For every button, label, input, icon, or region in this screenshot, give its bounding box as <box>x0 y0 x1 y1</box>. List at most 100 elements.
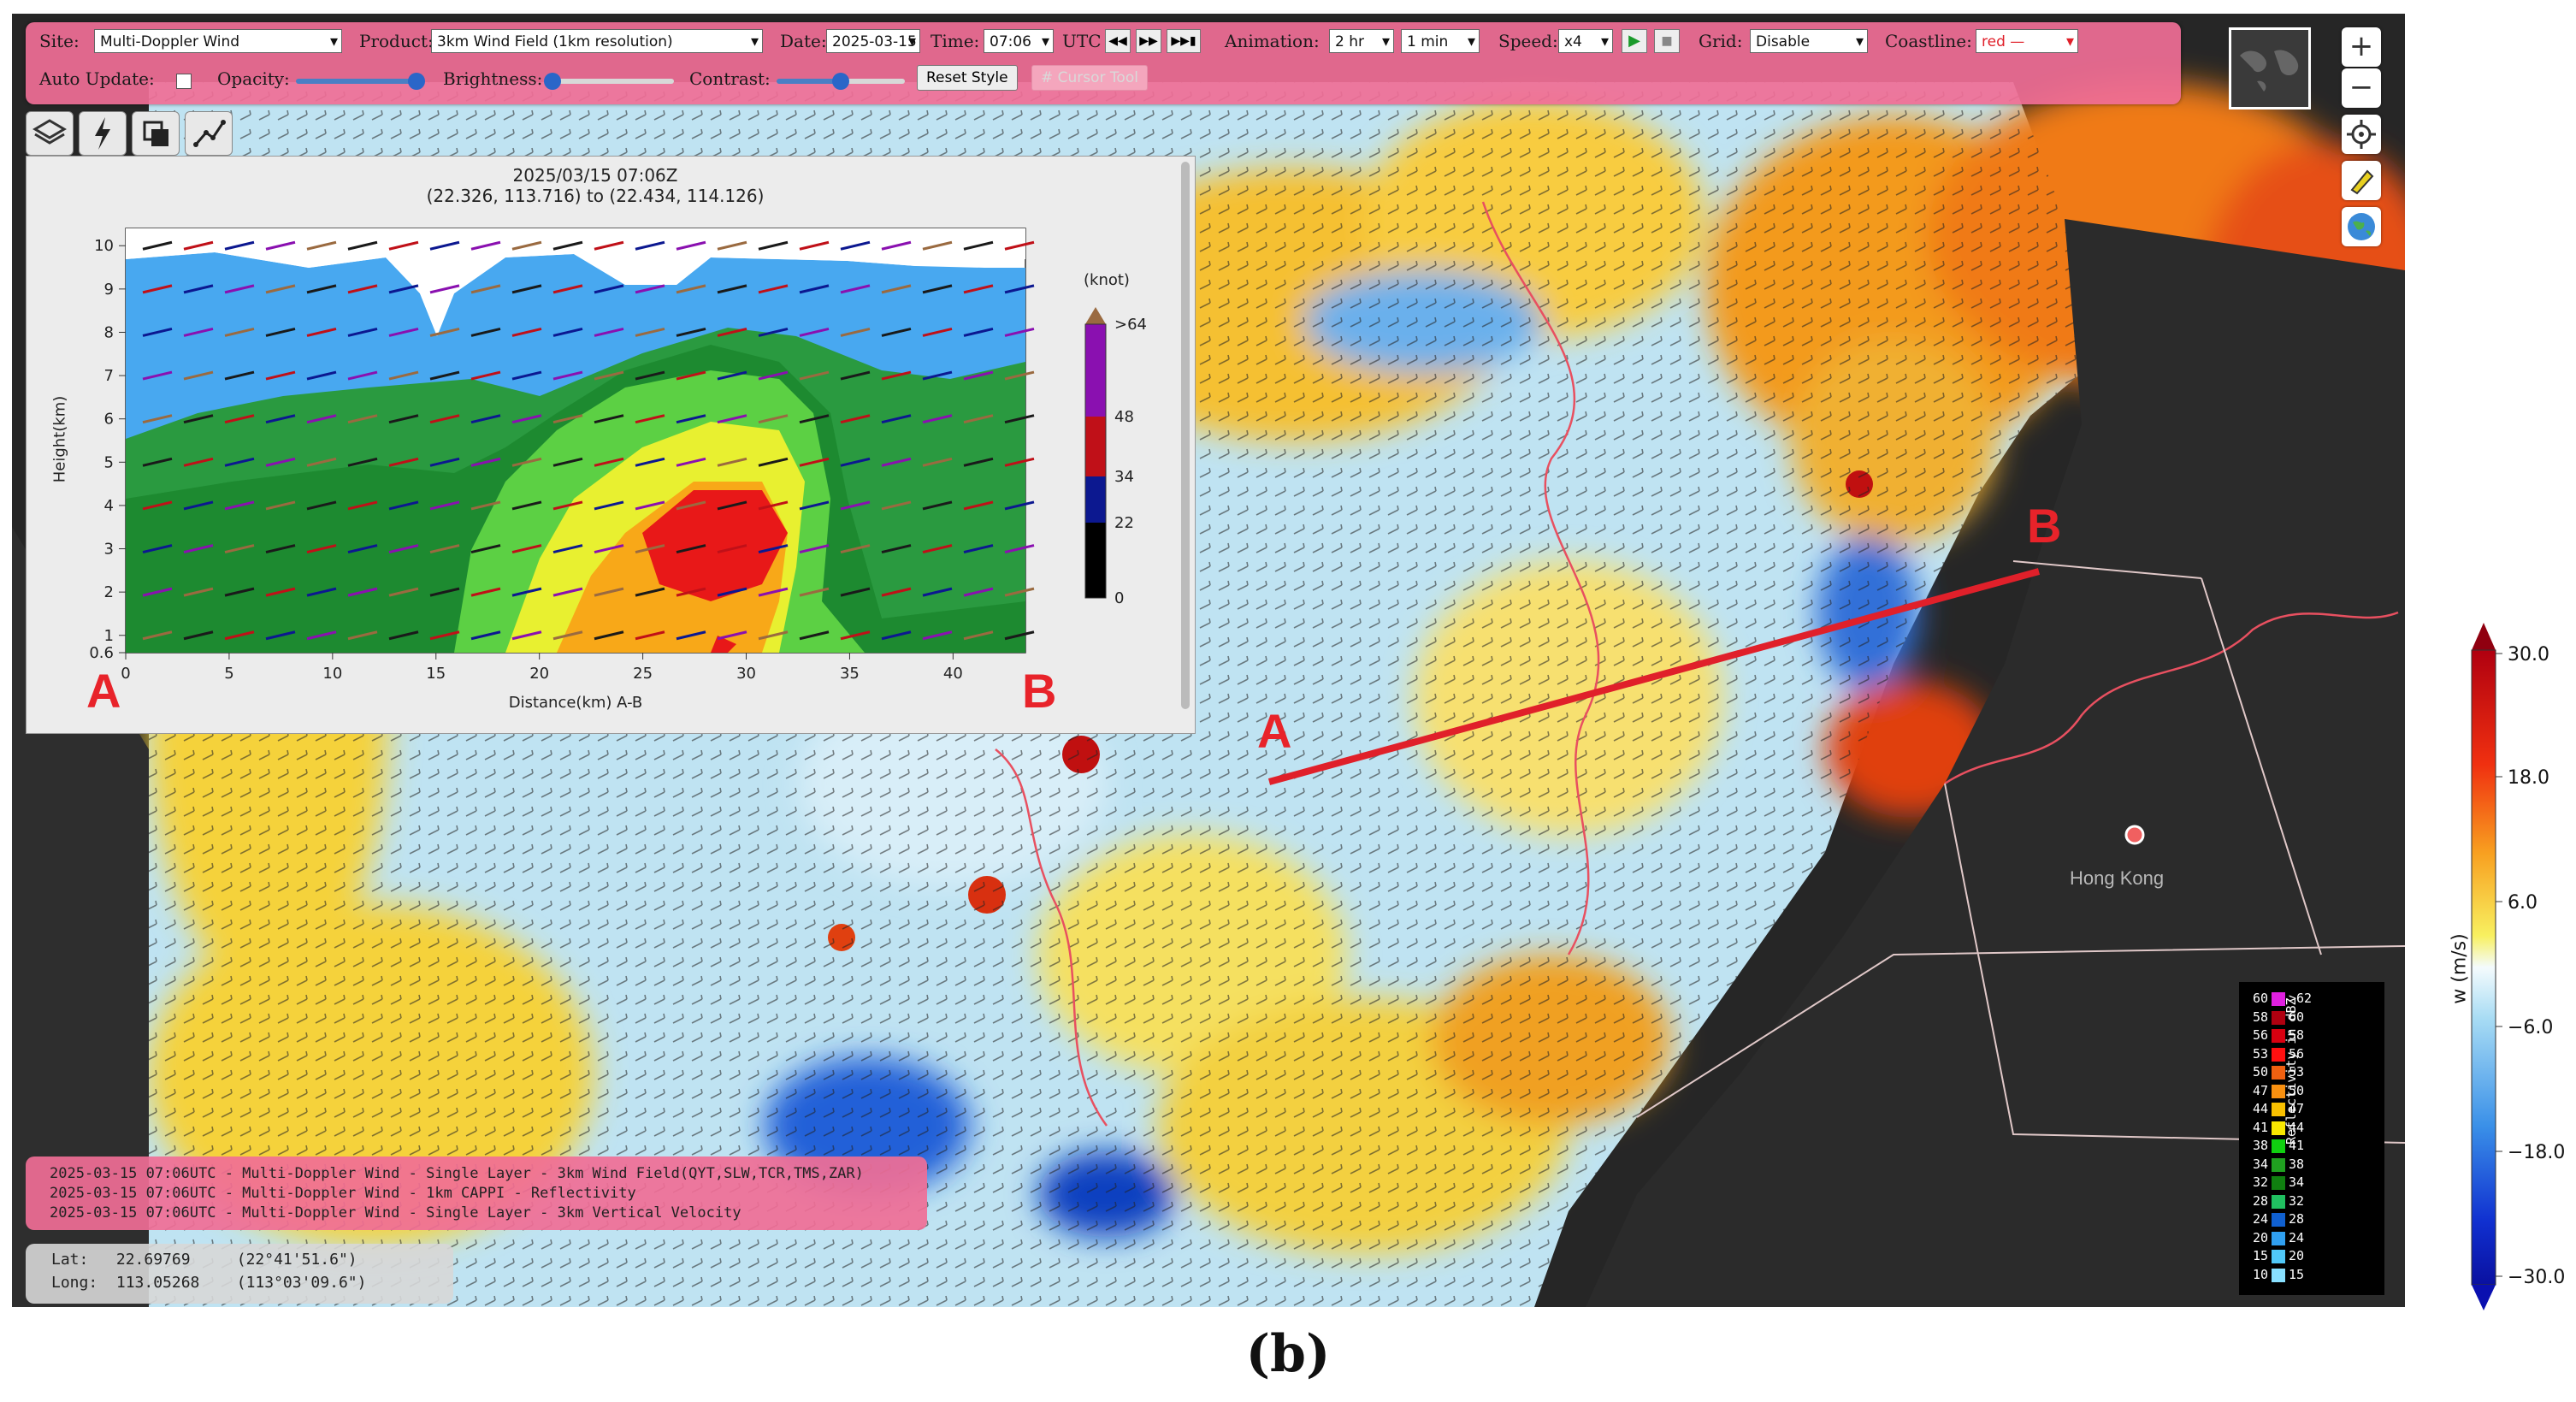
wind-arrow <box>511 457 542 467</box>
wind-arrow <box>594 284 624 294</box>
wind-arrow <box>347 630 378 641</box>
colorbar-tick-label: 34 <box>1114 468 1134 486</box>
x-tick-label: 20 <box>529 665 549 683</box>
animation-span-select[interactable]: 2 hr <box>1329 29 1394 53</box>
globe-icon <box>2348 213 2375 240</box>
polyline-icon <box>193 120 226 147</box>
stop-button[interactable]: ■ <box>1654 29 1680 53</box>
wind-arrow <box>265 240 296 251</box>
step-forward-button[interactable]: ▶▶ <box>1136 29 1161 53</box>
locate-button[interactable] <box>2342 115 2381 154</box>
wind-arrow <box>635 284 665 294</box>
wind-arrow <box>511 240 542 251</box>
legend-color-swatch <box>2272 1176 2285 1190</box>
wind-arrow <box>142 500 173 511</box>
globe-button[interactable] <box>2342 207 2381 246</box>
wind-arrow <box>142 457 173 467</box>
grid-select[interactable]: Disable <box>1750 29 1868 53</box>
cursor-tool-button[interactable]: # Cursor Tool <box>1031 65 1148 91</box>
wind-arrow <box>594 328 624 337</box>
wind-arrow <box>552 457 583 467</box>
wind-arrow <box>922 370 953 381</box>
wind-arrow <box>758 544 789 553</box>
wind-arrow <box>224 544 255 553</box>
wind-arrow <box>963 500 994 511</box>
draw-tool-button[interactable] <box>2342 161 2381 200</box>
wind-arrow <box>676 630 706 641</box>
coastline-select[interactable]: red — <box>1976 29 2078 53</box>
polyline-button[interactable] <box>185 111 233 156</box>
site-select[interactable]: Multi-Doppler Wind <box>94 29 342 53</box>
contrast-slider-knob[interactable] <box>832 73 849 90</box>
legend-low-value: 32 <box>2252 1174 2268 1190</box>
legend-color-swatch <box>2272 1047 2285 1062</box>
wind-arrow <box>429 630 460 641</box>
reset-style-button[interactable]: Reset Style <box>917 65 1018 91</box>
toolbar-panel: Site: Multi-Doppler Wind Product: 3km Wi… <box>26 22 2181 104</box>
zoom-in-button[interactable]: + <box>2342 27 2381 67</box>
colorbar-tick-label: >64 <box>1114 316 1147 334</box>
animation-step-select[interactable]: 1 min <box>1401 29 1480 53</box>
wind-arrow <box>676 544 706 553</box>
popup-scrollbar[interactable] <box>1181 162 1190 709</box>
wind-arrow <box>881 370 912 381</box>
wind-arrow <box>306 328 337 337</box>
copy-layers-button[interactable] <box>132 111 180 156</box>
wind-arrow <box>183 630 214 641</box>
brightness-slider-knob[interactable] <box>543 73 561 90</box>
cross-section-popup[interactable]: 2025/03/15 07:06Z (22.326, 113.716) to (… <box>26 156 1196 734</box>
wind-arrow <box>470 457 501 467</box>
wind-arrow <box>347 544 378 553</box>
opacity-label: Opacity: <box>217 68 290 89</box>
brightness-slider[interactable] <box>543 73 674 90</box>
wind-arrow <box>922 240 953 251</box>
lightning-button[interactable] <box>79 111 127 156</box>
w-tick-label: −18.0 <box>2508 1142 2565 1163</box>
step-back-button[interactable]: ◀◀ <box>1105 29 1131 53</box>
mini-map-thumbnail[interactable] <box>2229 27 2311 109</box>
time-select[interactable]: 07:06 <box>984 29 1054 53</box>
wind-arrow <box>511 500 542 511</box>
cross-section-subtitle: (22.326, 113.716) to (22.434, 114.126) <box>426 186 765 206</box>
auto-update-checkbox[interactable] <box>176 74 192 89</box>
legend-low-value: 58 <box>2252 1009 2268 1025</box>
wind-arrow <box>183 457 214 467</box>
wind-arrow <box>676 328 706 337</box>
wind-arrow <box>347 240 378 251</box>
contrast-slider[interactable] <box>777 73 905 90</box>
wind-arrow <box>717 240 747 251</box>
wind-arrow <box>594 587 624 597</box>
legend-color-swatch <box>2272 1103 2285 1116</box>
wind-arrow <box>388 284 419 294</box>
opacity-slider-knob[interactable] <box>407 73 425 90</box>
wind-arrow <box>922 587 953 597</box>
wind-arrow <box>306 500 337 511</box>
wind-arrow <box>922 544 953 553</box>
zoom-out-button[interactable]: − <box>2342 68 2381 108</box>
wind-arrow <box>224 240 255 251</box>
legend-high-value: 44 <box>2289 1119 2305 1135</box>
wind-arrow <box>758 328 789 337</box>
wind-arrow <box>224 630 255 641</box>
wind-arrow <box>799 457 830 467</box>
vertical-velocity-colorbar-ticks: 30.0 18.0 6.0 −6.0 −18.0 −30.0 <box>2496 644 2565 1288</box>
date-input[interactable]: 2025-03-15 <box>826 29 920 53</box>
colorbar-tick-label: 22 <box>1114 514 1134 532</box>
legend-high-value: 58 <box>2289 1027 2305 1043</box>
wind-arrow <box>265 630 296 641</box>
wind-arrow <box>511 328 542 337</box>
wind-arrow <box>388 544 419 553</box>
legend-color-swatch <box>2272 992 2285 1006</box>
product-select[interactable]: 3km Wind Field (1km resolution) <box>431 29 763 53</box>
layers-button[interactable] <box>26 111 74 156</box>
speed-select[interactable]: x4 <box>1558 29 1613 53</box>
wind-arrow <box>265 328 296 337</box>
vertical-velocity-colorbar: 30.0 18.0 6.0 −6.0 −18.0 −30.0 <box>2471 623 2565 1310</box>
wind-arrow <box>265 587 296 597</box>
wind-arrow <box>142 328 173 337</box>
legend-color-swatch <box>2272 1121 2285 1135</box>
skip-end-button[interactable]: ▶▶▮ <box>1167 29 1201 53</box>
play-button[interactable]: ▶ <box>1622 29 1647 53</box>
wind-arrow <box>183 500 214 511</box>
opacity-slider[interactable] <box>296 73 425 90</box>
